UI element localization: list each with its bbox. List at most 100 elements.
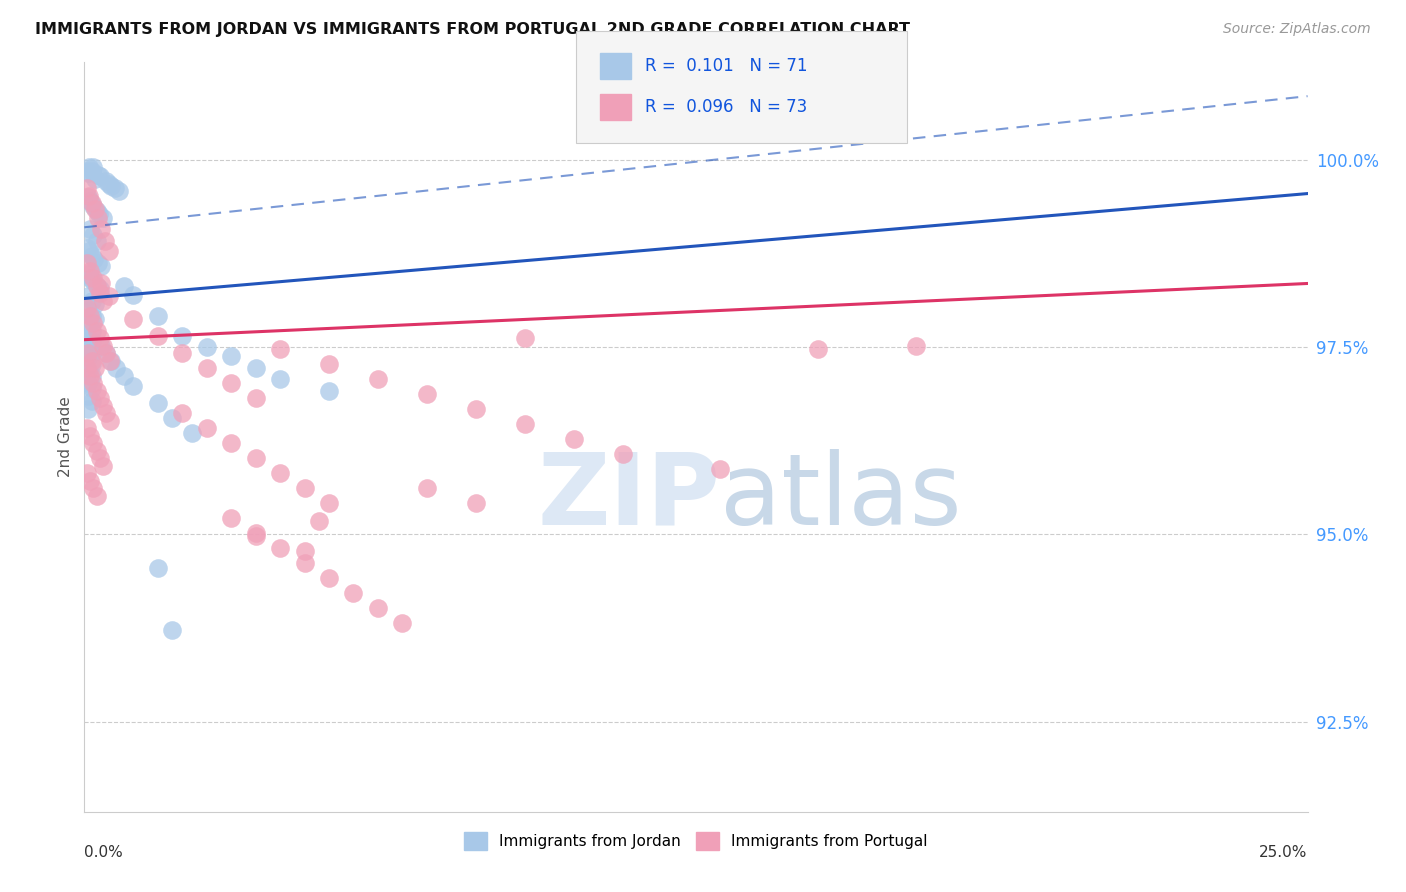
Point (91, 399, 114, 413)
Point (77, 331, 100, 345)
Point (195, 340, 218, 354)
Point (84, 296, 107, 310)
Point (122, 379, 145, 393)
Point (181, 426, 204, 441)
Point (87, 211, 110, 226)
Point (107, 184, 129, 198)
Point (79, 474, 101, 488)
Point (76, 164, 98, 178)
Point (112, 278, 135, 293)
Point (89, 286, 111, 301)
Point (77, 289, 100, 303)
Point (77, 244, 100, 259)
Point (90, 277, 112, 291)
Point (87, 207, 110, 221)
Point (76, 361, 98, 376)
Point (79, 194, 101, 208)
Point (82, 436, 104, 450)
Point (76, 421, 98, 435)
Point (77, 161, 100, 175)
Point (77, 342, 100, 356)
Point (79, 368, 101, 383)
Point (79, 271, 101, 285)
Point (89, 391, 111, 405)
Point (97, 289, 120, 303)
Point (162, 411, 184, 425)
Point (79, 309, 101, 323)
Point (318, 357, 340, 371)
Point (391, 615, 413, 630)
Point (80, 334, 103, 348)
Point (91, 211, 114, 226)
Point (195, 361, 218, 376)
Point (82, 274, 104, 288)
Point (146, 561, 169, 575)
Point (82, 161, 104, 175)
Point (245, 361, 267, 376)
Point (96, 346, 118, 360)
Point (294, 556, 316, 570)
Point (86, 203, 108, 218)
Point (105, 361, 128, 376)
Point (219, 376, 242, 391)
Point (807, 342, 830, 356)
Point (612, 446, 634, 460)
Point (96, 174, 118, 188)
Point (86, 278, 108, 293)
Point (245, 526, 267, 541)
Point (464, 401, 486, 416)
Point (269, 342, 291, 356)
Point (245, 451, 267, 466)
Point (367, 371, 389, 385)
Point (80, 346, 103, 360)
Point (84, 202, 107, 216)
Point (172, 406, 194, 420)
Point (86, 324, 108, 338)
Point (98, 353, 121, 368)
Point (76, 256, 98, 270)
Text: 25.0%: 25.0% (1260, 846, 1308, 861)
Point (77, 190, 100, 204)
Point (80, 324, 103, 338)
Point (96, 346, 118, 360)
Point (77, 351, 100, 366)
Point (709, 461, 731, 475)
Point (86, 234, 108, 248)
Point (245, 391, 267, 405)
Point (91, 339, 114, 353)
Point (80, 368, 103, 383)
Point (76, 301, 98, 316)
Text: IMMIGRANTS FROM JORDAN VS IMMIGRANTS FROM PORTUGAL 2ND GRADE CORRELATION CHART: IMMIGRANTS FROM JORDAN VS IMMIGRANTS FRO… (35, 22, 910, 37)
Point (80, 309, 103, 323)
Point (98, 414, 121, 428)
Point (318, 384, 340, 398)
Point (122, 287, 145, 301)
Text: atlas: atlas (720, 449, 962, 546)
Point (464, 496, 486, 510)
Point (80, 394, 103, 409)
Point (82, 316, 104, 330)
Point (89, 451, 111, 466)
Point (80, 293, 103, 308)
Point (318, 496, 340, 510)
Point (90, 259, 112, 273)
Point (89, 282, 111, 296)
Point (77, 166, 100, 180)
Point (79, 221, 101, 235)
Point (91, 293, 114, 308)
Point (77, 304, 100, 318)
Point (77, 346, 100, 360)
Point (79, 264, 101, 278)
Point (76, 241, 98, 255)
Text: R =  0.101   N = 71: R = 0.101 N = 71 (645, 57, 808, 75)
Point (82, 199, 104, 213)
Point (76, 267, 98, 281)
Point (94, 234, 117, 248)
Point (416, 481, 439, 495)
Point (82, 481, 104, 495)
Point (269, 541, 291, 555)
Point (146, 329, 169, 343)
Text: Source: ZipAtlas.com: Source: ZipAtlas.com (1223, 22, 1371, 37)
Point (87, 168, 110, 182)
Point (87, 256, 110, 270)
